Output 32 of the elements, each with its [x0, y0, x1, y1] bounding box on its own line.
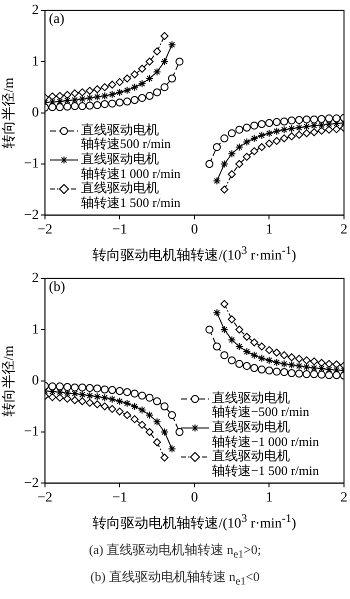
y-tick-label: −2	[24, 208, 39, 223]
y-tick-label: 1	[32, 322, 39, 338]
y-tick-label: 2	[32, 3, 39, 18]
x-tick-label: 0	[190, 490, 198, 506]
y-axis-title: 转向半径/m	[0, 77, 18, 148]
y-tick-label: −1	[24, 424, 39, 440]
x-tick-label: 1	[266, 222, 273, 238]
y-tick-label: 2	[32, 271, 39, 286]
y-tick-label: 0	[32, 373, 39, 388]
legend-label: 直线驱动电机轴转速1 000 r/min	[80, 151, 181, 181]
x-tick-label: 0	[190, 222, 198, 238]
x-axis-title: 转向驱动电机轴转速/(10$^{3}$ r·min$^{-1}$)	[92, 244, 296, 265]
y-tick-label: −2	[24, 476, 39, 491]
x-tick-label: −1	[112, 490, 128, 506]
legend-label: 直线驱动电机轴转速−1 500 r/min	[212, 448, 319, 478]
y-tick-label: −1	[24, 156, 39, 172]
legend-label: 直线驱动电机轴转速500 r/min	[80, 122, 171, 152]
y-tick-label: 1	[32, 54, 39, 70]
x-tick-label: 2	[340, 222, 348, 238]
y-axis-title: 转向半径/m	[0, 345, 18, 416]
x-axis-title: 转向驱动电机轴转速/(10$^{3}$ r·min$^{-1}$)	[92, 512, 296, 533]
legend-label: 直线驱动电机轴转速−1 000 r/min	[212, 419, 319, 449]
chart-title: (b)	[48, 280, 66, 296]
x-tick-label: 2	[340, 490, 348, 506]
legend-label: 直线驱动电机轴转速−500 r/min	[212, 390, 310, 420]
legend-label: 直线驱动电机轴转速1 500 r/min	[80, 180, 181, 210]
x-tick-label: −1	[112, 222, 128, 238]
text: (b) 直线驱动电机轴转速 n$_{e1}$<0	[89, 568, 261, 590]
chart-title: (a)	[48, 12, 64, 28]
x-tick-label: 1	[266, 490, 273, 506]
y-tick-label: 0	[32, 105, 39, 120]
text: (a) 直线驱动电机轴转速 n$_{e1}$>0;	[88, 541, 262, 563]
